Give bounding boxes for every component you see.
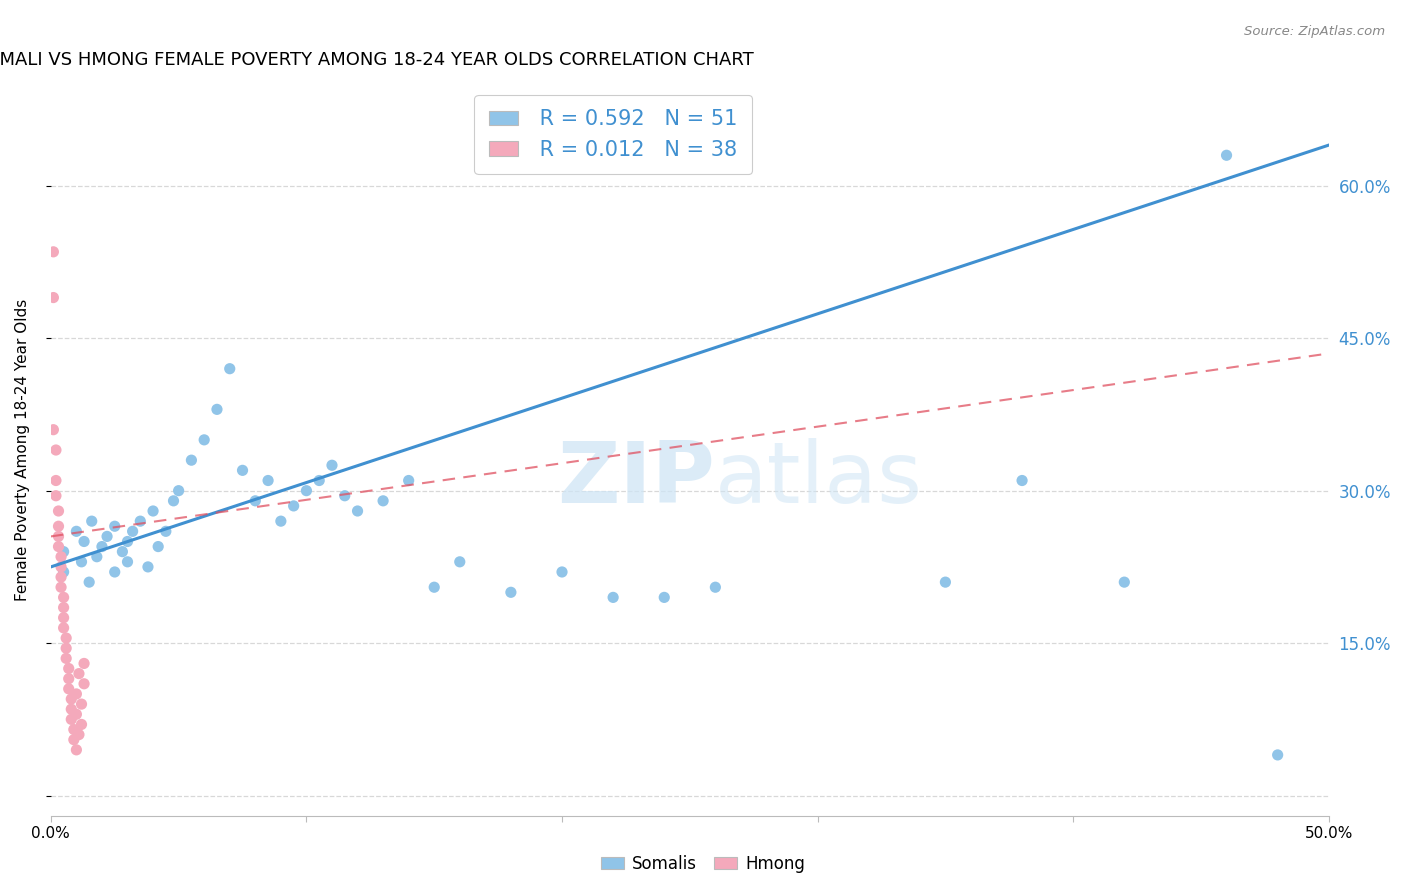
Point <box>346 504 368 518</box>
Point <box>704 580 727 594</box>
Point <box>70 717 93 731</box>
Point <box>49 580 72 594</box>
Point <box>117 534 139 549</box>
Point <box>63 723 86 737</box>
Point <box>934 575 956 590</box>
Point <box>129 514 152 528</box>
Point <box>321 458 343 473</box>
Text: SOMALI VS HMONG FEMALE POVERTY AMONG 18-24 YEAR OLDS CORRELATION CHART: SOMALI VS HMONG FEMALE POVERTY AMONG 18-… <box>0 51 754 69</box>
Point <box>193 433 215 447</box>
Point <box>333 489 356 503</box>
Point <box>551 565 574 579</box>
Point <box>52 621 75 635</box>
Point <box>42 244 65 259</box>
Point <box>80 514 103 528</box>
Point <box>42 291 65 305</box>
Point <box>231 463 253 477</box>
Point <box>48 504 70 518</box>
Point <box>104 565 127 579</box>
Point <box>602 591 624 605</box>
Point <box>45 489 67 503</box>
Point <box>70 697 93 711</box>
Point <box>52 600 75 615</box>
Point <box>136 560 159 574</box>
Point <box>48 529 70 543</box>
Point <box>449 555 471 569</box>
Point <box>270 514 292 528</box>
Point <box>55 641 77 656</box>
Point <box>65 707 87 722</box>
Point <box>49 570 72 584</box>
Point <box>121 524 143 539</box>
Point <box>70 555 93 569</box>
Point <box>65 743 87 757</box>
Point <box>205 402 228 417</box>
Point <box>42 423 65 437</box>
Point <box>1114 575 1136 590</box>
Point <box>49 560 72 574</box>
Point <box>117 555 139 569</box>
Point <box>148 540 170 554</box>
Point <box>257 474 280 488</box>
Point <box>142 504 165 518</box>
Point <box>1011 474 1033 488</box>
Point <box>60 712 83 726</box>
Point <box>86 549 108 564</box>
Y-axis label: Female Poverty Among 18-24 Year Olds: Female Poverty Among 18-24 Year Olds <box>15 299 30 601</box>
Point <box>167 483 190 498</box>
Point <box>67 666 90 681</box>
Point <box>180 453 202 467</box>
Point <box>1215 148 1237 162</box>
Point <box>1267 747 1289 762</box>
Point <box>55 631 77 645</box>
Point <box>162 493 184 508</box>
Point <box>104 519 127 533</box>
Point <box>45 474 67 488</box>
Point <box>499 585 522 599</box>
Point <box>652 591 675 605</box>
Point <box>77 575 100 590</box>
Point <box>398 474 420 488</box>
Point <box>65 687 87 701</box>
Legend: Somalis, Hmong: Somalis, Hmong <box>593 848 813 880</box>
Point <box>49 549 72 564</box>
Text: Source: ZipAtlas.com: Source: ZipAtlas.com <box>1244 25 1385 38</box>
Point <box>91 540 114 554</box>
Point <box>52 591 75 605</box>
Point <box>65 524 87 539</box>
Point <box>45 442 67 457</box>
Point <box>60 692 83 706</box>
Point <box>58 672 80 686</box>
Point <box>52 611 75 625</box>
Text: atlas: atlas <box>716 438 924 521</box>
Point <box>73 534 96 549</box>
Point <box>218 361 240 376</box>
Point <box>423 580 446 594</box>
Point <box>73 657 96 671</box>
Point <box>155 524 177 539</box>
Point <box>371 493 394 508</box>
Point <box>111 544 134 558</box>
Point <box>63 732 86 747</box>
Point <box>283 499 305 513</box>
Point <box>308 474 330 488</box>
Point <box>48 519 70 533</box>
Point <box>58 661 80 675</box>
Point <box>295 483 318 498</box>
Point <box>48 540 70 554</box>
Legend:  R = 0.592   N = 51,  R = 0.012   N = 38: R = 0.592 N = 51, R = 0.012 N = 38 <box>474 95 752 174</box>
Point <box>67 728 90 742</box>
Point <box>96 529 118 543</box>
Point <box>52 565 75 579</box>
Point <box>60 702 83 716</box>
Text: ZIP: ZIP <box>558 438 716 521</box>
Point <box>73 677 96 691</box>
Point <box>55 651 77 665</box>
Point <box>245 493 267 508</box>
Point <box>52 544 75 558</box>
Point <box>58 681 80 696</box>
